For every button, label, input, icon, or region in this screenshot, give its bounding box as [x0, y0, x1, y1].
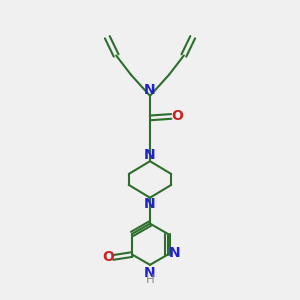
- Text: N: N: [143, 196, 155, 211]
- Text: H: H: [146, 273, 154, 286]
- Text: N: N: [143, 148, 155, 162]
- Text: O: O: [102, 250, 114, 265]
- Text: N: N: [144, 266, 156, 280]
- Text: N: N: [169, 246, 180, 260]
- Text: N: N: [144, 83, 156, 97]
- Text: O: O: [171, 110, 183, 123]
